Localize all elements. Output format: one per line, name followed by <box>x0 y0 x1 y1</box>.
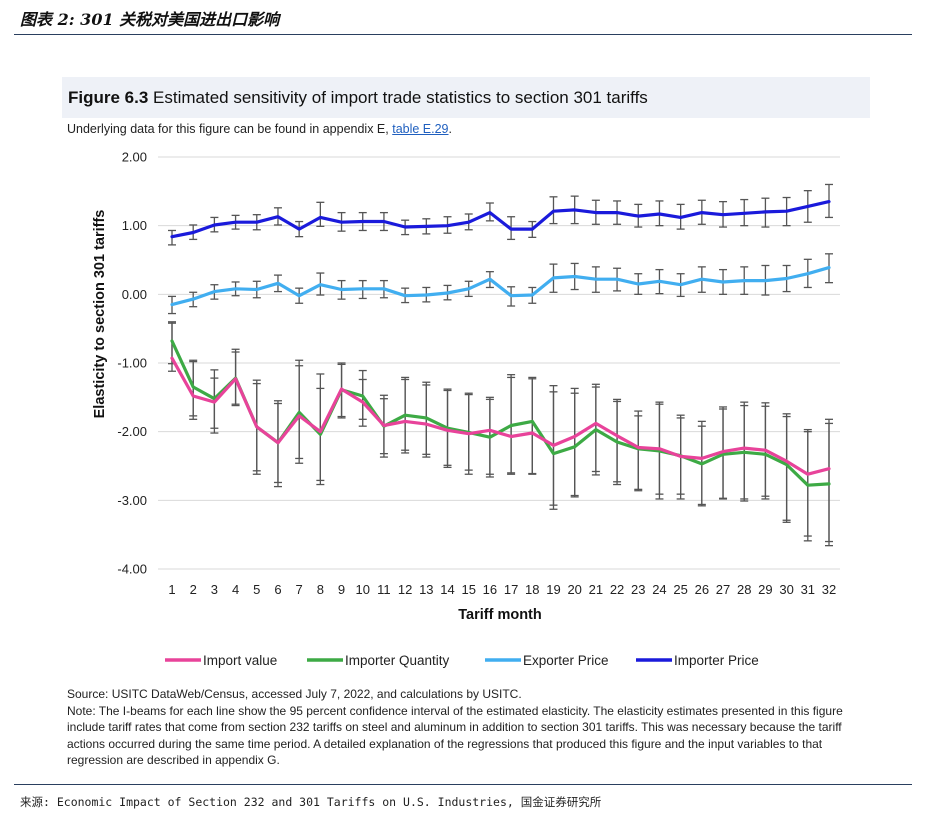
figure-title-box: Figure 6.3 Estimated sensitivity of impo… <box>62 77 870 118</box>
x-tick-label: 26 <box>695 582 709 597</box>
y-tick-label: 1.00 <box>122 218 147 233</box>
series-line <box>170 266 831 307</box>
y-tick-label: -4.00 <box>117 562 147 577</box>
table-link[interactable]: table E.29 <box>392 122 449 136</box>
x-tick-label: 4 <box>232 582 239 597</box>
x-tick-label: 1 <box>168 582 175 597</box>
x-tick-label: 19 <box>546 582 560 597</box>
x-tick-label: 11 <box>377 582 391 597</box>
x-tick-label: 5 <box>253 582 260 597</box>
elasticity-chart: 2.001.000.00-1.00-2.00-3.00-4.001 2 3 4 5 6 7 8… <box>92 150 840 668</box>
x-axis-title: Tariff month <box>458 607 542 623</box>
x-tick-label: 12 <box>398 582 412 597</box>
series-line <box>170 356 831 476</box>
underlying-data-note: Underlying data for this figure can be f… <box>67 122 452 136</box>
y-tick-label: 0.00 <box>122 287 147 302</box>
x-tick-label: 31 <box>801 582 815 597</box>
chart-notes: Source: USITC DataWeb/Census, accessed J… <box>67 686 867 769</box>
series-line <box>170 200 831 239</box>
x-tick-label: 22 <box>610 582 624 597</box>
x-tick-label: 3 <box>211 582 218 597</box>
x-tick-label: 20 <box>567 582 581 597</box>
bottom-divider <box>14 784 912 785</box>
x-tick-label: 6 <box>274 582 281 597</box>
methodology-note: Note: The I-beams for each line show the… <box>67 703 843 768</box>
x-tick-label: 8 <box>317 582 324 597</box>
x-tick-label: 2 <box>190 582 197 597</box>
x-tick-label: 9 <box>338 582 345 597</box>
x-tick-label: 10 <box>356 582 370 597</box>
figure-number: Figure 6.3 <box>68 88 149 107</box>
x-tick-label: 27 <box>716 582 730 597</box>
x-tick-label: 24 <box>652 582 666 597</box>
x-tick-label: 29 <box>758 582 772 597</box>
x-tick-label: 25 <box>673 582 687 597</box>
y-tick-label: -3.00 <box>117 493 147 508</box>
x-tick-label: 32 <box>822 582 836 597</box>
underlying-prefix: Underlying data for this figure can be f… <box>67 122 393 136</box>
error-bars <box>168 253 833 315</box>
figure-title-text: Estimated sensitivity of import trade st… <box>148 88 648 107</box>
top-divider <box>14 34 912 35</box>
x-tick-label: 15 <box>461 582 475 597</box>
y-tick-label: -2.00 <box>117 424 147 439</box>
y-tick-label: 2.00 <box>122 150 147 165</box>
y-tick-label: -1.00 <box>117 356 147 371</box>
x-tick-label: 23 <box>631 582 645 597</box>
x-tick-label: 16 <box>483 582 497 597</box>
x-tick-label: 13 <box>419 582 433 597</box>
legend-label: Import value <box>203 653 277 668</box>
x-tick-label: 7 <box>296 582 303 597</box>
x-tick-label: 17 <box>504 582 518 597</box>
x-tick-label: 21 <box>589 582 603 597</box>
report-title: 图表 2: 301 关税对美国进出口影响 <box>20 10 280 29</box>
x-tick-label: 28 <box>737 582 751 597</box>
legend-label: Importer Price <box>674 653 759 668</box>
x-tick-label: 30 <box>779 582 793 597</box>
y-axis-title: Elasticity to section 301 tariffs <box>92 210 108 419</box>
legend-label: Importer Quantity <box>345 653 450 668</box>
x-tick-label: 14 <box>440 582 454 597</box>
legend-label: Exporter Price <box>523 653 609 668</box>
figure-title: Figure 6.3 Estimated sensitivity of impo… <box>68 88 648 108</box>
source-note: Source: USITC DataWeb/Census, accessed J… <box>67 687 522 701</box>
x-tick-label: 18 <box>525 582 539 597</box>
underlying-suffix: . <box>448 122 452 136</box>
report-source: 来源: Economic Impact of Section 232 and 3… <box>20 795 602 809</box>
